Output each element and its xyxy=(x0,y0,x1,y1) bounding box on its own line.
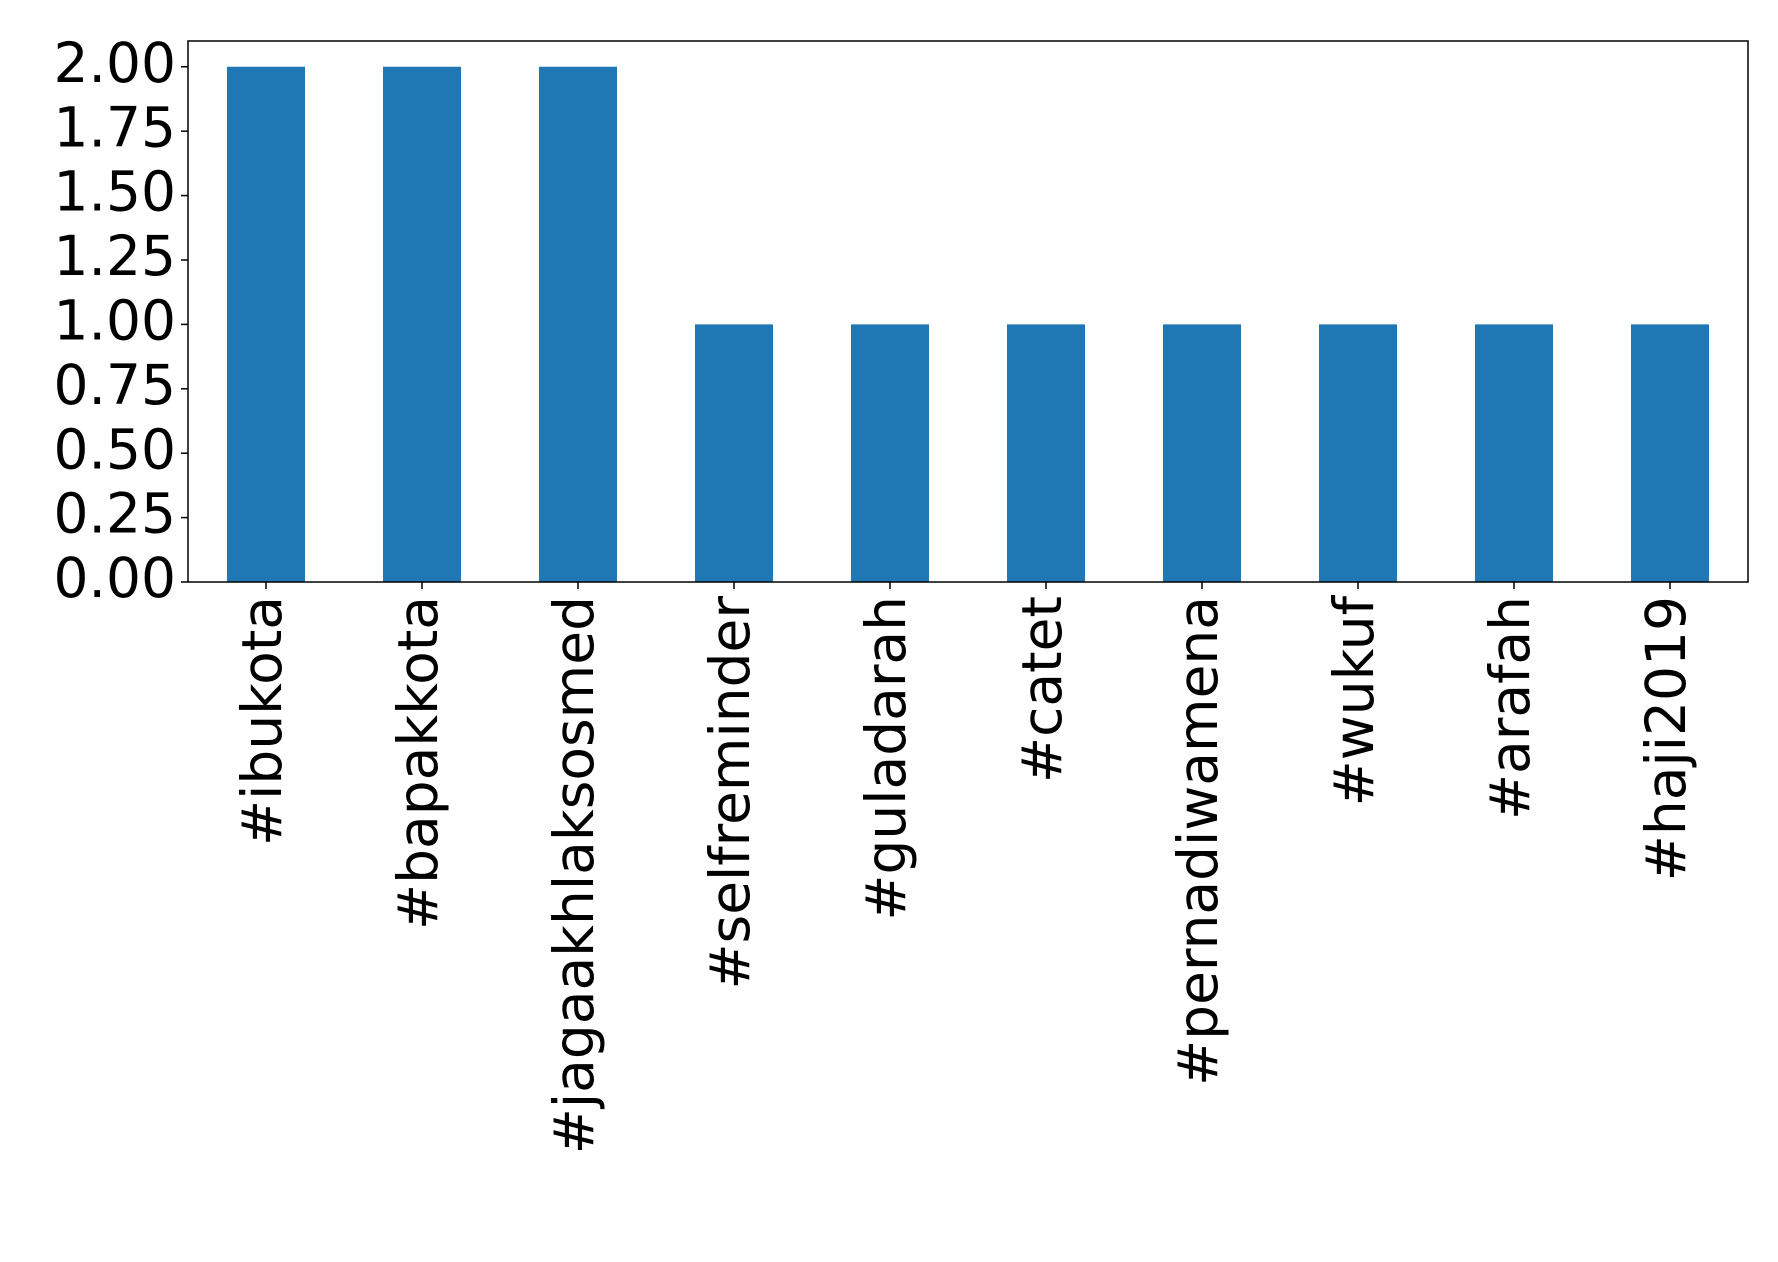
bar xyxy=(539,66,617,582)
x-tick-label: #pernadiwamena xyxy=(1166,596,1230,1086)
y-tick-label: 2.00 xyxy=(54,31,176,95)
x-tick-label: #guladarah xyxy=(854,596,918,921)
x-tick-label: #haji2019 xyxy=(1634,596,1698,881)
bar xyxy=(1475,324,1553,582)
bar xyxy=(1007,324,1085,582)
bar xyxy=(1163,324,1241,582)
y-tick-label: 0.50 xyxy=(54,417,176,481)
x-tick-label: #arafah xyxy=(1478,596,1542,820)
y-tick-label: 1.50 xyxy=(54,160,176,224)
x-tick-label: #bapakkota xyxy=(386,596,450,930)
x-tick-label: #jagaakhlaksosmed xyxy=(542,596,606,1154)
x-tick-label: #wukuf xyxy=(1322,594,1386,806)
y-tick-label: 1.25 xyxy=(54,224,176,288)
y-tick-label: 0.75 xyxy=(54,353,176,417)
x-tick-label: #ibukota xyxy=(230,596,294,846)
bar xyxy=(227,66,305,582)
bar xyxy=(695,324,773,582)
y-tick-label: 0.25 xyxy=(54,482,176,546)
y-tick-label: 1.00 xyxy=(54,289,176,353)
bar xyxy=(1319,324,1397,582)
x-tick-label: #catet xyxy=(1010,596,1074,783)
y-tick-label: 0.00 xyxy=(54,546,176,610)
bar xyxy=(383,66,461,582)
y-tick-label: 1.75 xyxy=(54,95,176,159)
plot-frame xyxy=(187,40,1749,583)
bar xyxy=(851,324,929,582)
x-tick-label: #selfreminder xyxy=(698,596,762,990)
bar xyxy=(1631,324,1709,582)
